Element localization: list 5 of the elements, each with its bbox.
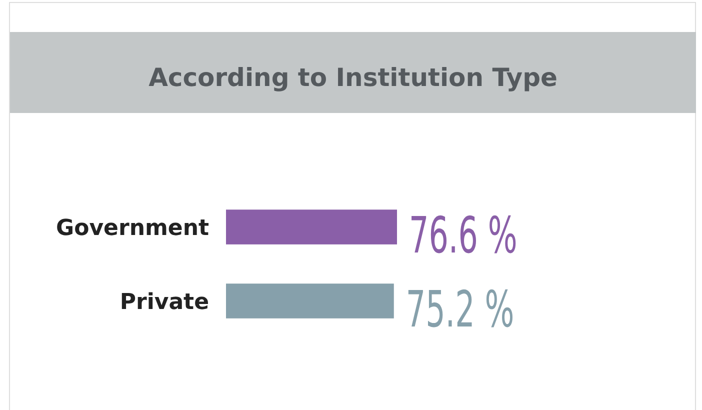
data-label: 75.2 % [406,280,514,338]
y-tick-label: Private [120,290,209,315]
data-label: 76.6 % [409,206,518,264]
chart-title: According to Institution Type [148,63,558,92]
y-tick-label: Government [56,216,210,242]
